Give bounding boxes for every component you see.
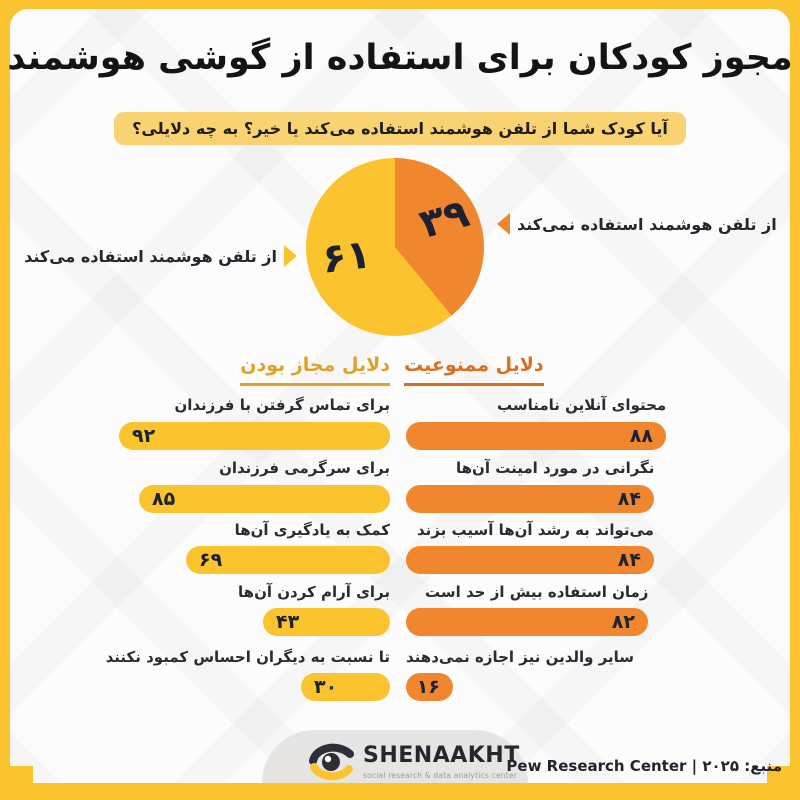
- callout-not-uses-label: از تلفن هوشمند استفاده نمی‌کند: [517, 214, 777, 234]
- bar-allowed: ۶۹: [186, 546, 390, 574]
- footer-dome: [262, 730, 528, 783]
- bar-allowed: ۳۰: [301, 673, 390, 701]
- bar-prohibited: ۸۴: [406, 485, 654, 513]
- bar-prohibited: ۸۸: [406, 422, 666, 450]
- brand-logo: SHENAAKHT social research & data analyti…: [308, 741, 520, 783]
- brand-name: SHENAAKHT: [363, 742, 520, 768]
- bar-label-prohibited: می‌تواند به رشد آن‌ها آسیب بزند: [417, 521, 654, 539]
- bar-value: ۹۲: [132, 425, 156, 447]
- pie-chart: [306, 158, 484, 336]
- callout-uses-label: از تلفن هوشمند استفاده می‌کند: [24, 246, 277, 266]
- corner-accent-bottom-left: [0, 766, 33, 800]
- bar-value: ۸۲: [611, 611, 635, 633]
- corner-accent-top-right: [760, 0, 800, 31]
- bar-label-allowed: تا نسبت به دیگران احساس کمبود نکنند: [105, 648, 390, 666]
- bar-value: ۸۴: [617, 488, 641, 510]
- bar-label-prohibited: زمان استفاده بیش از حد است: [425, 583, 649, 601]
- callout-uses: از تلفن هوشمند استفاده می‌کند: [24, 245, 297, 267]
- corner-accent-top-left: [0, 0, 40, 31]
- subtitle-wrap: آیا کودک شما از تلفن هوشمند استفاده می‌ک…: [0, 112, 800, 145]
- source-text: منبع: ۲۰۲۵ | Pew Research Center: [506, 757, 782, 775]
- bar-label-prohibited: محتوای آنلاین نامناسب: [497, 396, 667, 414]
- bar-value: ۸۴: [617, 549, 641, 571]
- callout-not-uses: از تلفن هوشمند استفاده نمی‌کند: [497, 213, 777, 235]
- bar-prohibited: ۸۲: [406, 608, 648, 636]
- subtitle-pill: آیا کودک شما از تلفن هوشمند استفاده می‌ک…: [114, 112, 686, 145]
- bar-label-prohibited: سایر والدین نیز اجازه نمی‌دهند: [406, 648, 635, 666]
- bar-label-allowed: برای تماس گرفتن با فرزندان: [174, 396, 390, 414]
- bar-value: ۸۵: [152, 488, 176, 510]
- bar-label-prohibited: نگرانی در مورد امینت آن‌ها: [456, 459, 655, 477]
- pie-value-uses: ۶۱: [319, 231, 374, 283]
- bar-value: ۱۶: [416, 676, 440, 698]
- eye-icon: [309, 743, 354, 781]
- bar-allowed: ۴۳: [263, 608, 390, 636]
- bar-prohibited: ۱۶: [406, 673, 453, 701]
- bar-value: ۴۳: [276, 611, 300, 633]
- bar-label-allowed: برای آرام کردن آن‌ها: [238, 583, 390, 601]
- bar-value: ۳۰: [314, 676, 338, 698]
- header-allowed-reasons: دلایل مجاز بودن: [240, 354, 390, 386]
- bar-value: ۸۸: [629, 425, 653, 447]
- arrow-left-icon: [497, 213, 510, 235]
- bar-prohibited: ۸۴: [406, 546, 654, 574]
- bar-allowed: ۹۲: [119, 422, 390, 450]
- arrow-right-icon: [284, 245, 297, 267]
- brand-block: SHENAAKHT social research & data analyti…: [363, 742, 520, 780]
- header-prohibition-reasons: دلایل ممنوعیت: [404, 354, 544, 386]
- bar-label-allowed: کمک به یادگیری آن‌ها: [234, 521, 390, 539]
- page-title: مجوز کودکان برای استفاده از گوشی هوشمند: [7, 38, 793, 78]
- bar-label-allowed: برای سرگرمی فرزندان: [219, 459, 390, 477]
- brand-tagline: social research & data analytics center: [363, 770, 517, 780]
- bar-allowed: ۸۵: [139, 485, 390, 513]
- bar-value: ۶۹: [199, 549, 223, 571]
- corner-accent-bottom-right: [767, 766, 800, 800]
